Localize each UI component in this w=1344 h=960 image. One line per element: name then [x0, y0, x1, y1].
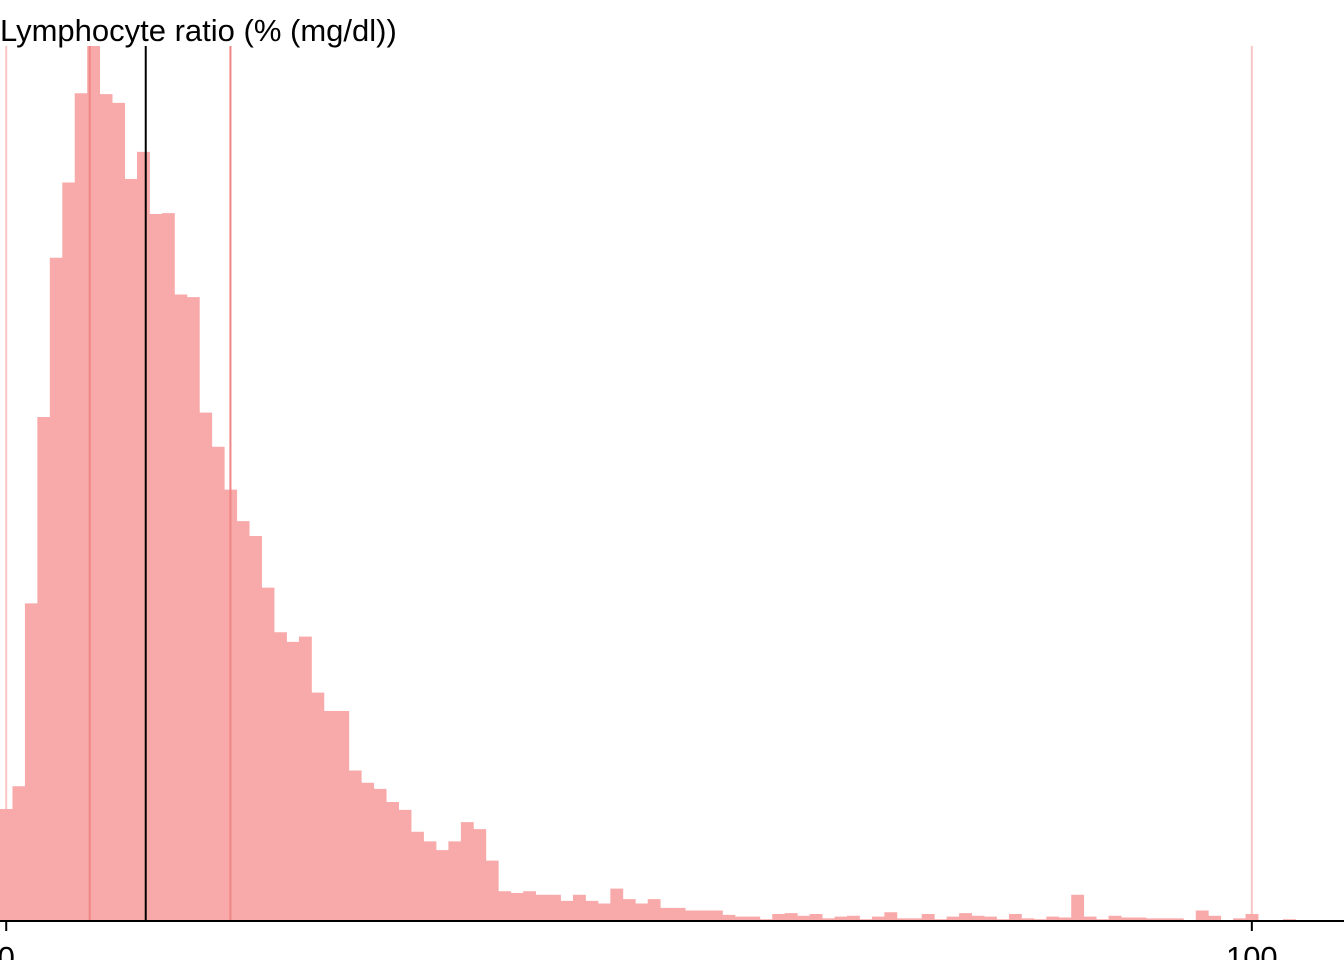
histogram-bar [1145, 918, 1159, 921]
histogram-bar [37, 417, 51, 921]
x-tick-label: 100 [1226, 940, 1278, 960]
histogram-bar [709, 910, 723, 921]
histogram-bar [174, 294, 188, 921]
histogram-bar [336, 711, 350, 921]
histogram-bar [871, 916, 885, 921]
histogram-bar [1121, 917, 1134, 921]
histogram-bar [249, 536, 262, 921]
histogram-bar [734, 916, 748, 921]
histogram-bar [1195, 910, 1209, 921]
background-reference-lines [5, 46, 1253, 921]
histogram-bar [660, 907, 674, 921]
histogram-bar [685, 910, 698, 921]
histogram-bar [647, 899, 661, 921]
histogram-bar [784, 913, 798, 921]
histogram-bar [971, 915, 985, 921]
histogram-bar [847, 915, 860, 921]
histogram-bar [1158, 918, 1172, 921]
histogram-bar [809, 914, 823, 921]
x-axis-ticks: 0 100 [0, 921, 1278, 960]
histogram-bar [74, 93, 88, 921]
histogram-bar [1170, 918, 1184, 921]
histogram-bar [298, 636, 312, 921]
histogram-bar [560, 900, 574, 921]
histogram-bar [909, 918, 923, 921]
histogram-bar [1233, 918, 1246, 921]
histogram-bar [12, 786, 26, 921]
histogram-bar [585, 900, 599, 921]
histogram-bar [348, 770, 362, 921]
histogram-bar [635, 903, 649, 921]
histogram-bar [672, 907, 686, 921]
histogram-bar [510, 893, 524, 921]
histogram-bar [959, 913, 972, 921]
histogram-bar [747, 916, 761, 921]
histogram-bar [62, 182, 76, 921]
histogram-bar [610, 888, 624, 921]
histogram-bar [411, 831, 424, 921]
histogram-bar [884, 912, 898, 921]
histogram-bar [1108, 915, 1122, 921]
histogram-bar [236, 521, 250, 921]
histogram-bar [1208, 915, 1222, 921]
reference-lines [88, 46, 232, 921]
histogram-bar [274, 632, 287, 921]
histogram-bar [722, 914, 736, 921]
histogram-bar [423, 841, 437, 921]
histogram-bar [323, 711, 337, 921]
histogram-bar [797, 915, 811, 921]
histogram-bar [99, 94, 113, 921]
histogram-bar [373, 788, 387, 921]
histogram-bar [124, 179, 138, 921]
histogram-bar [1133, 917, 1147, 921]
histogram-bar [211, 446, 225, 921]
histogram-bar [498, 891, 512, 921]
histogram-bars [0, 46, 1296, 921]
histogram-bar [772, 914, 786, 921]
x-tick-label: 0 [0, 940, 15, 960]
histogram-bar [49, 257, 63, 921]
chart-title: Lymphocyte ratio (% (mg/dl)) [0, 13, 397, 48]
histogram-bar [1008, 914, 1022, 921]
histogram-bar [186, 297, 200, 921]
histogram-bar [311, 692, 325, 921]
histogram-bar [523, 891, 537, 921]
histogram-bar [548, 894, 561, 921]
histogram-bar [24, 603, 38, 921]
histogram-bar [1083, 916, 1097, 921]
histogram-bar [597, 903, 611, 921]
histogram-bar [946, 916, 960, 921]
histogram-bar [1058, 917, 1072, 921]
histogram-bar [112, 102, 125, 921]
histogram-bar [448, 841, 462, 921]
histogram-bar [137, 151, 150, 921]
histogram-bar [199, 412, 213, 921]
histogram-bar [473, 829, 487, 921]
histogram-bar [435, 850, 449, 921]
histogram-bar [1021, 918, 1035, 921]
histogram-bar [1245, 914, 1259, 921]
histogram-bar [822, 918, 835, 921]
histogram-bar [984, 916, 997, 921]
histogram-bar [622, 899, 636, 921]
histogram-bar [361, 782, 375, 921]
histogram-bar [572, 894, 586, 921]
histogram-bar [460, 822, 474, 921]
histogram-bar [386, 802, 399, 921]
histogram-bar [286, 641, 300, 921]
histogram-bar [485, 860, 499, 921]
histogram-bar [0, 809, 13, 921]
histogram-bar [161, 213, 175, 921]
histogram-bar [834, 916, 848, 921]
histogram-bar [1071, 894, 1085, 921]
histogram-bar [398, 809, 412, 921]
histogram-bar [697, 910, 711, 921]
histogram-bar [921, 914, 935, 921]
histogram-bar [261, 587, 275, 921]
histogram-bar [1046, 916, 1060, 921]
histogram-bar [149, 214, 163, 921]
histogram-bar [896, 918, 910, 921]
histogram-bar [535, 894, 549, 921]
